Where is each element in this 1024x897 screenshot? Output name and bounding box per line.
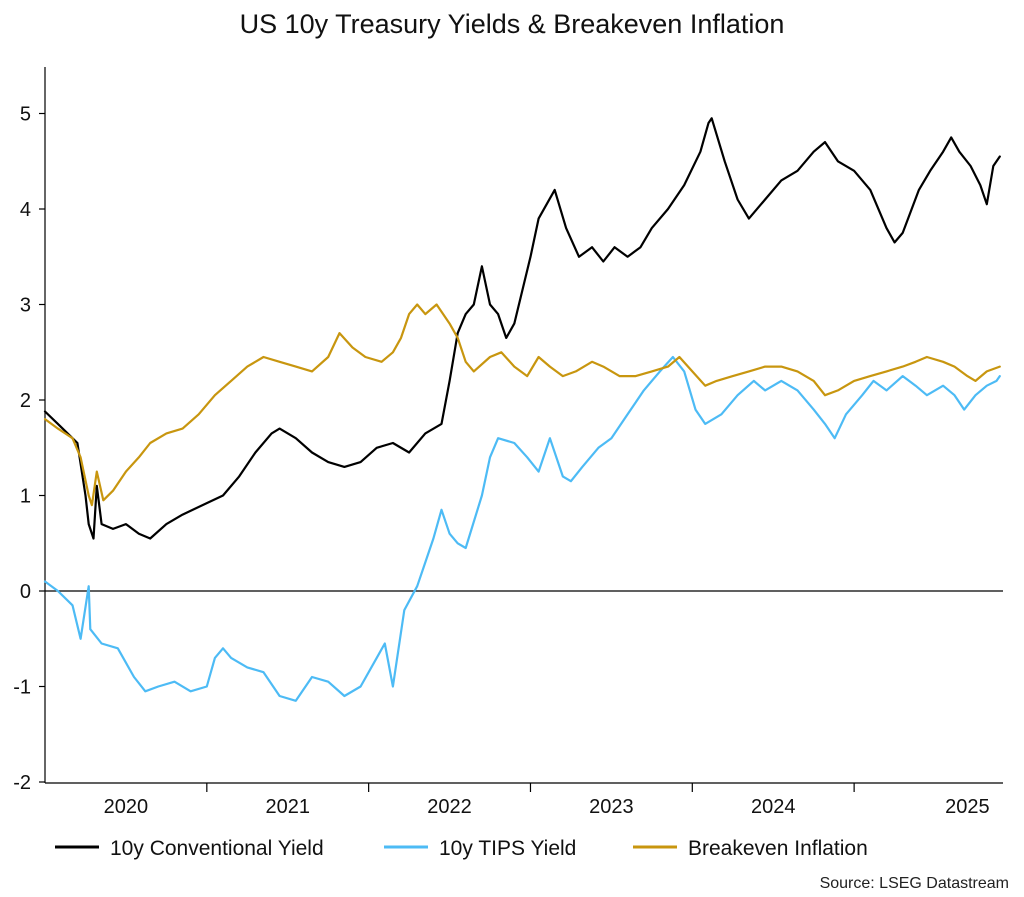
y-tick-label: 3 [20,295,31,317]
series-line-10y-conventional-yield [43,117,1001,540]
series-layer [43,117,1001,702]
series-line-10y-tips-yield [43,355,1001,702]
y-tick-label: -2 [13,772,31,794]
y-tick-label: -1 [13,677,31,699]
legend-label-breakeven-inflation: Breakeven Inflation [688,837,868,860]
legend-label-10y-tips-yield: 10y TIPS Yield [439,837,576,860]
y-tick-label: 0 [20,581,31,603]
y-tick-label: 4 [20,199,31,221]
legend: 10y Conventional Yield 10y TIPS Yield Brea… [55,837,868,860]
chart-title: US 10y Treasury Yields & Breakeven Infla… [240,9,785,39]
x-tick-label: 2025 [945,796,990,818]
y-tick-label: 2 [20,390,31,412]
source-note: Source: LSEG Datastream [820,875,1009,892]
series-line-breakeven-inflation [43,303,1001,507]
x-tick-label: 2021 [265,796,310,818]
legend-label-10y-conventional-yield: 10y Conventional Yield [110,837,324,860]
y-tick-label: 5 [20,104,31,126]
x-tick-label: 2023 [589,796,634,818]
x-tick-label: 2022 [427,796,472,818]
axes-layer: -2 -1 0 1 2 3 4 5 2020 2021 2022 2023 2024 2025 [13,67,1003,818]
x-tick-label: 2020 [104,796,149,818]
y-tick-label: 1 [20,486,31,508]
x-tick-label: 2024 [751,796,796,818]
